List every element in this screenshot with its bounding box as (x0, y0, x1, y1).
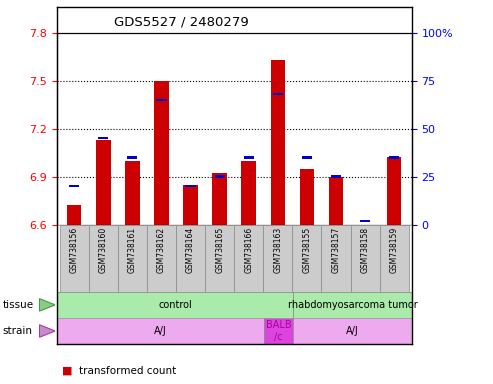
Text: GSM738156: GSM738156 (70, 227, 79, 273)
Bar (293, 292, 412, 318)
Bar (321, 225, 351, 292)
Bar (360, 220, 370, 222)
Bar (214, 175, 225, 178)
Bar (234, 225, 263, 292)
Polygon shape (39, 299, 55, 311)
Bar (176, 225, 205, 292)
Text: GSM738159: GSM738159 (389, 227, 399, 273)
Bar (89, 225, 118, 292)
Bar (292, 225, 321, 292)
Text: GDS5527 / 2480279: GDS5527 / 2480279 (113, 16, 248, 29)
Bar (300, 169, 314, 225)
Bar (380, 225, 409, 292)
Polygon shape (39, 325, 55, 337)
Bar (127, 156, 138, 159)
Bar (329, 177, 343, 225)
Text: GSM738160: GSM738160 (99, 227, 108, 273)
Bar (125, 161, 140, 225)
Bar (154, 81, 169, 225)
Bar (242, 161, 256, 225)
Text: GSM738165: GSM738165 (215, 227, 224, 273)
Bar (273, 93, 283, 95)
Text: A/J: A/J (154, 326, 167, 336)
Text: transformed count: transformed count (79, 366, 176, 376)
Bar (331, 175, 341, 178)
Bar (69, 185, 79, 187)
Text: GSM738162: GSM738162 (157, 227, 166, 273)
Bar (205, 225, 234, 292)
Text: GSM738157: GSM738157 (331, 227, 341, 273)
Bar (389, 156, 399, 159)
Bar (387, 157, 401, 225)
Bar (147, 225, 176, 292)
Text: ■: ■ (62, 366, 72, 376)
Bar (98, 137, 108, 139)
Text: GSM738155: GSM738155 (302, 227, 312, 273)
Bar (185, 185, 196, 187)
Bar (351, 225, 380, 292)
Text: GSM738164: GSM738164 (186, 227, 195, 273)
Bar (244, 156, 254, 159)
Bar (264, 318, 293, 344)
Bar (212, 174, 227, 225)
Text: GSM738158: GSM738158 (360, 227, 370, 273)
Bar (96, 140, 110, 225)
Bar (271, 60, 285, 225)
Bar (183, 185, 198, 225)
Text: A/J: A/J (346, 326, 359, 336)
Text: strain: strain (2, 326, 33, 336)
Bar (67, 205, 81, 225)
Bar (293, 318, 412, 344)
Bar (60, 225, 89, 292)
Text: BALB
/c: BALB /c (266, 320, 291, 342)
Bar (302, 156, 312, 159)
Text: rhabdomyosarcoma tumor: rhabdomyosarcoma tumor (287, 300, 418, 310)
Bar (118, 225, 147, 292)
Text: GSM738163: GSM738163 (273, 227, 282, 273)
Text: GSM738161: GSM738161 (128, 227, 137, 273)
Bar (57, 318, 264, 344)
Text: tissue: tissue (2, 300, 34, 310)
Bar (156, 99, 167, 101)
Bar (263, 225, 292, 292)
Text: GSM738166: GSM738166 (244, 227, 253, 273)
Bar (57, 292, 293, 318)
Text: control: control (158, 300, 192, 310)
